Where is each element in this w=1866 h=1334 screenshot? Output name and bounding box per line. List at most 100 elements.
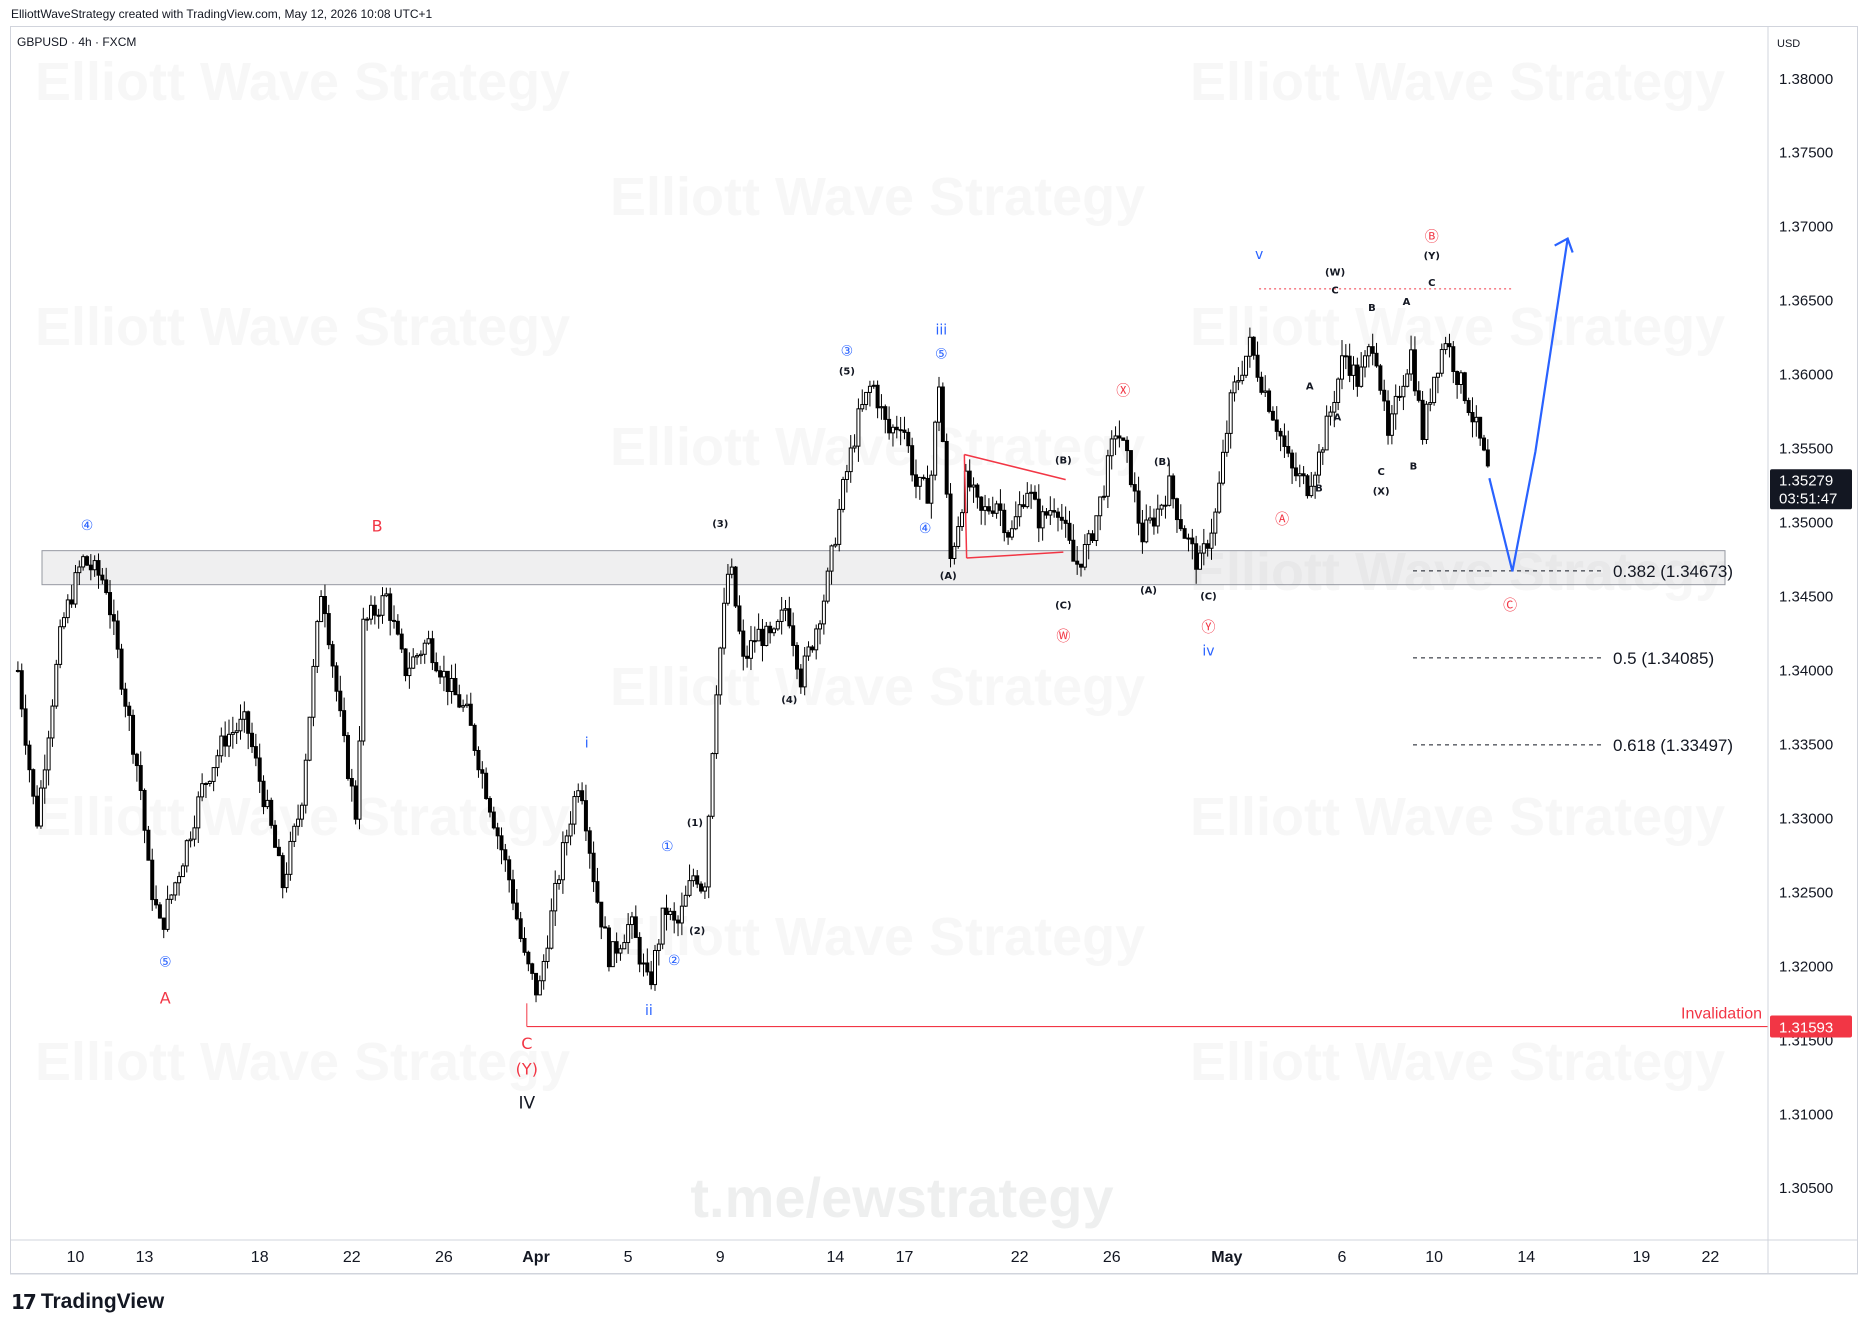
candle-down (1451, 346, 1456, 372)
candle-up (180, 865, 185, 878)
price-tick-label: 1.36000 (1779, 367, 1833, 384)
candle-down (787, 608, 792, 627)
candle-down (699, 883, 704, 892)
support-zone (41, 550, 1726, 586)
candle-down (1136, 490, 1141, 524)
candle-down (476, 749, 481, 771)
time-tick-label: 5 (624, 1249, 633, 1266)
wave-label: ④ (919, 521, 932, 537)
wave-label: Ⓦ (1056, 629, 1070, 645)
candle-up (779, 609, 784, 622)
candle-down (637, 936, 642, 965)
wave-label: C (1377, 467, 1384, 478)
candle-down (403, 648, 408, 677)
candle-down (453, 677, 458, 696)
candle-down (514, 902, 519, 920)
candle-down (353, 785, 358, 820)
candle-down (1397, 395, 1402, 398)
candle-down (1301, 473, 1306, 477)
candle-down (1286, 445, 1291, 454)
candle-up (1040, 511, 1045, 529)
wave-labels-layer: ④⑤ABC(Y)IViii①②(1)(2)(3)(4)③(5)iii⑤④(A)(… (81, 229, 1517, 1113)
candle-up (714, 694, 719, 755)
candle-down (392, 619, 397, 622)
last-price-value: 1.35279 (1779, 472, 1833, 489)
candle-down (664, 907, 669, 916)
candle-down (940, 386, 945, 442)
candle-down (100, 574, 105, 581)
candle-down (276, 846, 281, 857)
price-tick-label: 1.38000 (1779, 71, 1833, 88)
wave-label: (Y) (1424, 251, 1440, 262)
candle-down (322, 595, 327, 615)
candle-up (1316, 451, 1321, 476)
candle-up (618, 948, 623, 954)
wave-label: (5) (839, 367, 855, 378)
wave-label: A (1334, 412, 1342, 423)
candle-up (1013, 516, 1018, 530)
candle-up (1424, 403, 1429, 440)
time-tick-label: 26 (435, 1249, 453, 1266)
candle-down (1386, 400, 1391, 436)
candle-down (438, 670, 443, 678)
candle-up (541, 960, 546, 982)
candle-up (1105, 455, 1110, 497)
candle-down (1466, 400, 1471, 414)
candle-up (971, 484, 976, 488)
candle-up (357, 740, 362, 820)
candle-up (407, 667, 412, 677)
candle-down (768, 625, 773, 634)
projection-path (1488, 238, 1569, 572)
watermark-text: Elliott Wave Strategy (1190, 52, 1725, 112)
triangle-side-line (963, 454, 968, 559)
time-tick-label: 22 (343, 1249, 361, 1266)
candle-up (1428, 402, 1433, 405)
candle-up (464, 703, 469, 707)
candle-down (599, 901, 604, 928)
candle-up (553, 882, 558, 912)
candle-up (46, 737, 51, 771)
candle-up (1086, 533, 1091, 546)
candle-up (1167, 475, 1172, 506)
candle-down (388, 593, 393, 621)
candle-down (1002, 509, 1007, 534)
candle-up (691, 875, 696, 882)
candle-down (1067, 522, 1072, 541)
candle-up (1094, 515, 1099, 542)
watermark-text: Elliott Wave Strategy (35, 52, 570, 112)
candle-down (1132, 484, 1137, 492)
candle-down (737, 605, 742, 632)
wave-label: C (521, 1034, 532, 1053)
candle-down (587, 830, 592, 854)
candle-down (123, 688, 128, 707)
wave-label: ② (668, 953, 681, 969)
candle-up (841, 478, 846, 510)
candle-down (334, 665, 339, 692)
candle-down (154, 899, 159, 906)
candle-up (837, 508, 842, 545)
candle-down (913, 474, 918, 487)
candle-up (1405, 373, 1410, 387)
wave-label: (2) (689, 926, 705, 937)
candle-up (226, 733, 231, 747)
symbol-legend[interactable]: GBPUSD · 4h · FXCM (17, 35, 137, 49)
candle-down (484, 772, 489, 800)
candle-up (58, 626, 63, 665)
wave-label: (C) (1055, 600, 1071, 611)
candle-down (1055, 511, 1060, 518)
candle-up (1217, 482, 1222, 513)
candle-up (629, 916, 634, 926)
tradingview-logo[interactable]: 17 TradingView (11, 1290, 164, 1314)
fib-level-label: 0.382 (1.34673) (1613, 562, 1733, 581)
candle-up (1359, 366, 1364, 387)
wave-label: v (1255, 247, 1263, 263)
candle-up (1159, 504, 1164, 510)
candle-up (656, 943, 661, 952)
candle-up (706, 815, 711, 888)
candle-down (906, 431, 911, 447)
time-tick-label: 22 (1011, 1249, 1029, 1266)
candle-down (1171, 475, 1176, 500)
wave-label: iii (935, 323, 947, 339)
candle-down (250, 732, 255, 748)
